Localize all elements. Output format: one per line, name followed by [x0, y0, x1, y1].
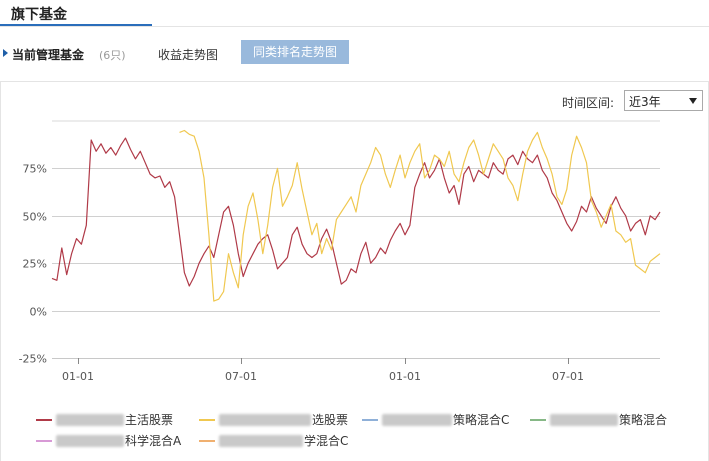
tab-return-trend[interactable]: 收益走势图 [158, 48, 219, 62]
series-line-2 [179, 129, 661, 302]
legend-label-3: 策略混合C [453, 413, 510, 427]
redacted-fund-name [382, 413, 452, 426]
legend-item-1[interactable]: 主活股票 [36, 411, 173, 428]
x-tick-label: 07-01 [225, 370, 257, 383]
legend-label-6: 学混合C [304, 434, 349, 448]
y-tick-label: -25% [19, 353, 47, 366]
legend-swatch-5 [36, 439, 52, 442]
legend-label-4: 策略混合 [619, 413, 668, 427]
legend-item-2[interactable]: 选股票 [199, 411, 348, 428]
y-tick-label: 50% [23, 211, 47, 224]
redacted-fund-name [550, 413, 618, 426]
time-range-label: 时间区间: [562, 96, 615, 110]
redacted-fund-name [56, 434, 124, 447]
time-range-value: 近3年 [629, 95, 661, 109]
y-tick-label: 0% [30, 306, 47, 319]
legend-swatch-4 [530, 418, 546, 421]
fund-subnav: 当前管理基金 (6只) 收益走势图 同类排名走势图 [0, 36, 709, 68]
section-header: 旗下基金 [0, 0, 709, 27]
legend-item-3[interactable]: 策略混合C [362, 411, 509, 428]
legend-swatch-3 [362, 418, 378, 421]
time-range-select[interactable]: 近3年 [624, 90, 703, 111]
tab-rank-trend[interactable]: 同类排名走势图 [241, 40, 349, 64]
x-tick-label: 01-01 [62, 370, 94, 383]
legend-item-4[interactable]: 策略混合 [530, 411, 667, 428]
legend-label-5: 科学混合A [125, 434, 182, 448]
legend-label-1: 主活股票 [125, 413, 174, 427]
redacted-fund-name [56, 413, 124, 426]
chevron-down-icon [689, 98, 697, 104]
triangle-right-icon [3, 49, 8, 57]
legend-swatch-6 [199, 439, 215, 442]
redacted-fund-name [219, 413, 311, 426]
series-line-1 [51, 137, 661, 287]
y-tick-label: 25% [23, 258, 47, 271]
legend-swatch-1 [36, 418, 52, 421]
managed-funds-count: (6只) [99, 49, 126, 62]
managed-funds-label[interactable]: 当前管理基金 [12, 48, 85, 62]
legend-label-2: 选股票 [312, 413, 349, 427]
x-tick-label: 07-01 [552, 370, 584, 383]
redacted-fund-name [219, 434, 303, 447]
x-tick-label: 01-01 [389, 370, 421, 383]
legend-item-5[interactable]: 科学混合A [36, 432, 181, 449]
y-tick-label: 75% [23, 163, 47, 176]
legend-swatch-2 [199, 418, 215, 421]
section-title-underline [0, 24, 152, 26]
section-title: 旗下基金 [11, 7, 67, 23]
legend-item-6[interactable]: 学混合C [199, 432, 348, 449]
